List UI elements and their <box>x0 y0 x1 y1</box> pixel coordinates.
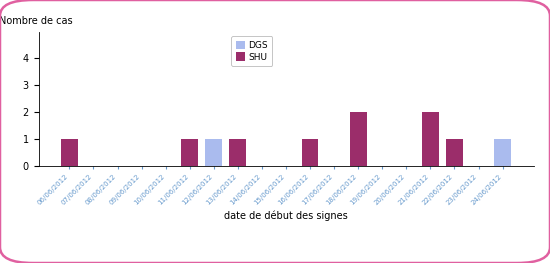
Bar <box>301 139 318 166</box>
Text: Nombre de cas: Nombre de cas <box>0 16 73 26</box>
Bar <box>494 139 511 166</box>
X-axis label: date de début des signes: date de début des signes <box>224 210 348 221</box>
Bar <box>205 139 222 166</box>
Bar <box>182 139 198 166</box>
Bar <box>422 139 439 166</box>
Bar <box>350 112 367 166</box>
Bar <box>61 139 78 166</box>
Bar <box>229 139 246 166</box>
Bar <box>422 112 439 166</box>
Bar <box>446 139 463 166</box>
Legend: DGS, SHU: DGS, SHU <box>231 36 272 66</box>
